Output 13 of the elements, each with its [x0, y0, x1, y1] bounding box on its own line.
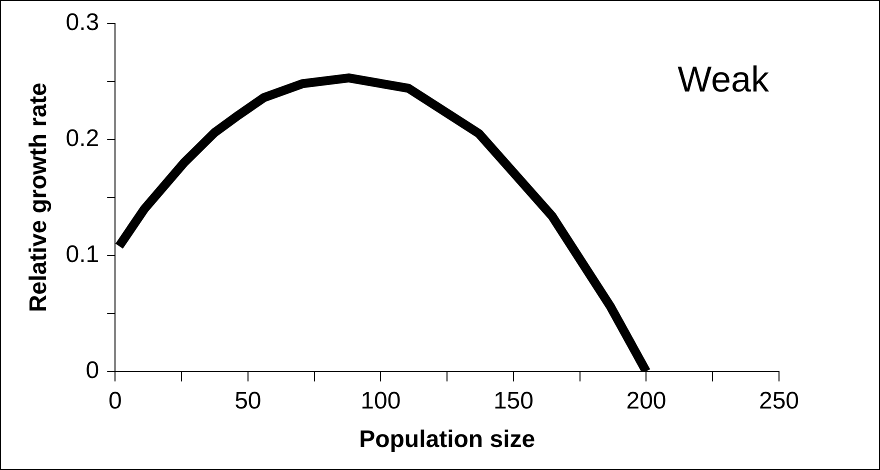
x-tick-label: 200 — [626, 387, 666, 414]
y-tick-label: 0.2 — [66, 125, 100, 152]
x-tick-label: 50 — [234, 387, 262, 414]
y-tick-label: 0 — [86, 357, 100, 384]
annotation: Weak — [678, 58, 770, 100]
y-tick-label: 0.1 — [66, 241, 100, 268]
x-tick-label: 0 — [108, 387, 122, 414]
y-tick-label: 0.3 — [66, 9, 100, 36]
y-axis-title: Relative growth rate — [25, 82, 52, 312]
x-axis-title: Population size — [359, 426, 536, 454]
x-tick-label: 150 — [493, 387, 534, 414]
x-tick-label: 250 — [758, 387, 800, 414]
x-tick-label: 100 — [360, 387, 401, 414]
